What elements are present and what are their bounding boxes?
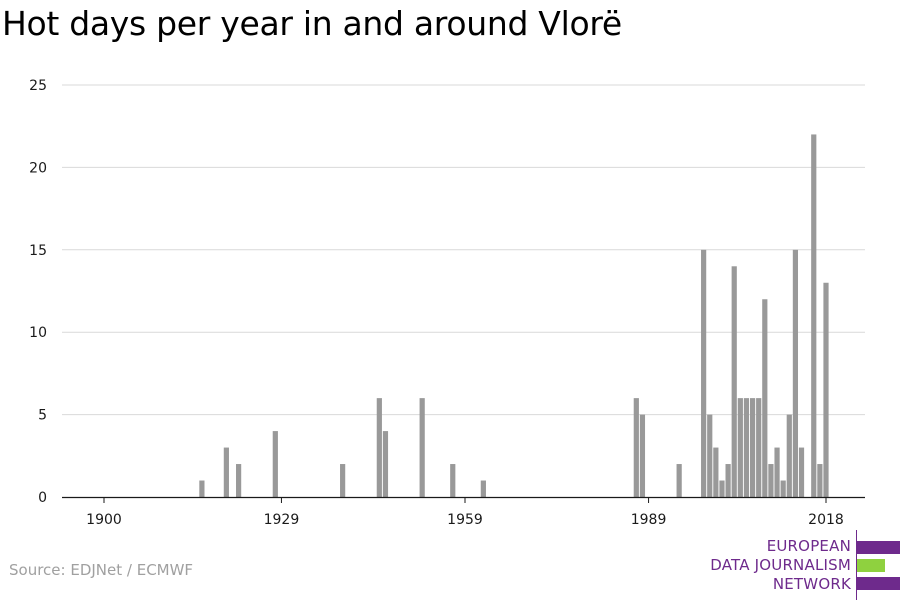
logo-bar-purple-top bbox=[857, 541, 900, 554]
bar-2008 bbox=[762, 299, 768, 497]
x-tick-label: 1900 bbox=[86, 512, 122, 528]
bar-1945 bbox=[376, 398, 382, 497]
bar-2006 bbox=[749, 398, 756, 497]
bar-2009 bbox=[768, 464, 774, 497]
bar-2001 bbox=[719, 480, 725, 497]
edjnet-logo[interactable]: EUROPEAN DATA JOURNALISM NETWORK bbox=[700, 530, 900, 600]
logo-text-line1: EUROPEAN bbox=[766, 537, 851, 555]
bar-2007 bbox=[756, 398, 762, 497]
bar-1988 bbox=[639, 414, 646, 497]
bar-1928 bbox=[272, 431, 278, 497]
bar-2000 bbox=[713, 447, 719, 497]
logo-bar-green bbox=[857, 559, 885, 572]
bar-2011 bbox=[780, 480, 786, 497]
y-tick-label: 0 bbox=[38, 490, 47, 506]
y-tick-label: 10 bbox=[29, 325, 47, 341]
bar-1920 bbox=[223, 447, 229, 497]
x-axis-tick-labels: 1900 1929 1959 1989 2018 bbox=[86, 512, 844, 528]
bar-1994 bbox=[676, 464, 682, 497]
bar-2014 bbox=[798, 447, 805, 497]
bar-1939 bbox=[340, 464, 346, 497]
bar-2010 bbox=[774, 447, 780, 497]
y-axis-tick-labels: 0 5 10 15 20 25 bbox=[29, 78, 47, 506]
source-note: Source: EDJNet / ECMWF bbox=[9, 561, 194, 579]
logo-bar-purple-bottom bbox=[857, 577, 900, 590]
bar-2012 bbox=[786, 414, 792, 497]
y-tick-label: 15 bbox=[29, 243, 47, 259]
bar-1916 bbox=[199, 480, 205, 497]
bar-1922 bbox=[236, 464, 242, 497]
bar-1946 bbox=[382, 431, 389, 497]
chart-title: Hot days per year in and around Vlorë bbox=[2, 4, 622, 43]
logo-text-line3: NETWORK bbox=[772, 575, 851, 593]
logo-text-line2: DATA JOURNALISM bbox=[710, 556, 851, 574]
y-tick-label: 25 bbox=[29, 78, 47, 94]
bar-series bbox=[199, 134, 829, 497]
bar-1952 bbox=[419, 398, 425, 497]
x-tick-label: 1989 bbox=[631, 512, 667, 528]
x-tick-label: 1929 bbox=[264, 512, 300, 528]
y-tick-label: 20 bbox=[29, 160, 47, 176]
bar-2003 bbox=[731, 266, 737, 497]
y-gridlines bbox=[62, 84, 865, 416]
bar-2018 bbox=[823, 282, 829, 497]
bar-2016 bbox=[811, 134, 817, 497]
bar-1962 bbox=[480, 480, 486, 497]
x-tick-label: 1959 bbox=[447, 512, 483, 528]
bar-1957 bbox=[450, 464, 456, 497]
bar-1998 bbox=[701, 249, 707, 497]
y-tick-label: 5 bbox=[38, 408, 47, 424]
x-axis bbox=[62, 496, 865, 503]
bar-2017 bbox=[817, 464, 823, 497]
bar-2005 bbox=[743, 398, 750, 497]
bar-2002 bbox=[725, 464, 731, 497]
bar-2013 bbox=[792, 249, 799, 497]
bar-1999 bbox=[707, 414, 713, 497]
x-tick-label: 2018 bbox=[808, 512, 844, 528]
logo-divider bbox=[856, 530, 857, 600]
bar-1987 bbox=[633, 398, 639, 497]
bar-2004 bbox=[737, 398, 743, 497]
